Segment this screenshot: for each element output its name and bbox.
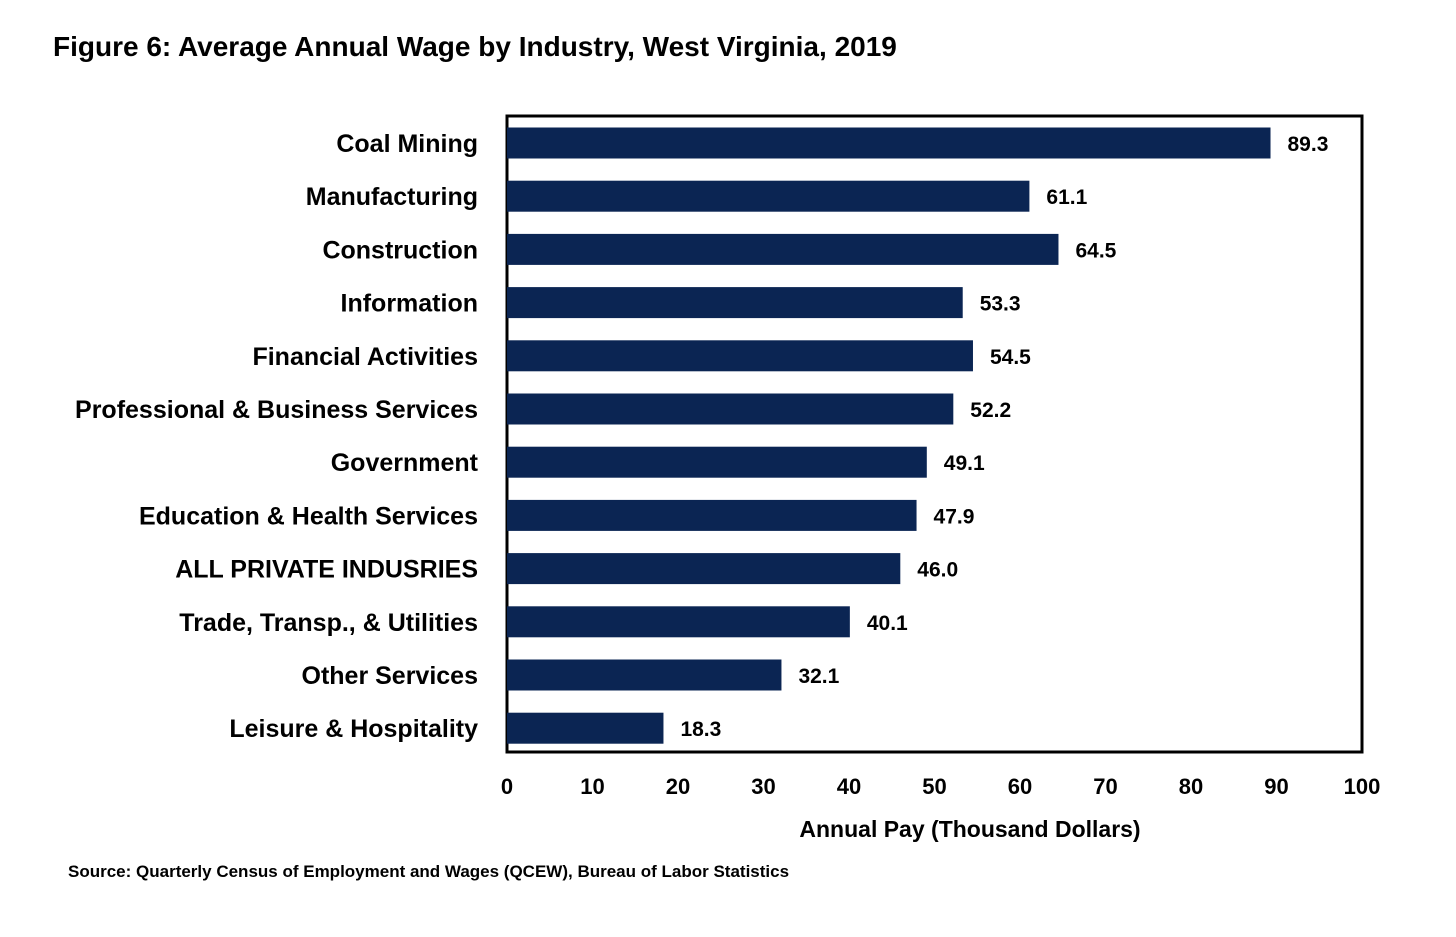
bar-7 — [507, 499, 917, 531]
data-label-1: 61.1 — [1046, 186, 1087, 209]
bar-0 — [507, 127, 1271, 159]
category-label-1: Manufacturing — [306, 183, 478, 211]
category-label-2: Construction — [322, 236, 478, 264]
category-label-0: Coal Mining — [336, 130, 478, 158]
data-label-9: 40.1 — [867, 612, 908, 635]
bar-11 — [507, 712, 664, 744]
category-label-4: Financial Activities — [252, 343, 478, 371]
bar-2 — [507, 233, 1059, 265]
category-label-5: Professional & Business Services — [75, 396, 478, 424]
x-tick-label-6: 60 — [1008, 774, 1032, 799]
data-label-4: 54.5 — [990, 346, 1031, 369]
x-tick-label-0: 0 — [501, 774, 513, 799]
x-tick-label-5: 50 — [922, 774, 946, 799]
bars-group — [507, 127, 1271, 744]
x-tick-label-7: 70 — [1093, 774, 1117, 799]
chart-title: Figure 6: Average Annual Wage by Industr… — [53, 31, 897, 62]
bar-6 — [507, 446, 927, 478]
x-axis-label: Annual Pay (Thousand Dollars) — [799, 816, 1140, 842]
data-label-5: 52.2 — [970, 399, 1011, 422]
x-tick-label-4: 40 — [837, 774, 861, 799]
data-label-11: 18.3 — [680, 718, 721, 741]
x-tick-label-3: 30 — [751, 774, 775, 799]
bar-3 — [507, 287, 963, 319]
x-tick-label-1: 10 — [580, 774, 604, 799]
data-label-8: 46.0 — [917, 559, 958, 582]
data-labels-group: 89.3 61.1 64.5 53.3 54.5 52.2 49.1 47.9 46.0 40.1… — [680, 133, 1328, 741]
category-label-3: Information — [341, 290, 479, 318]
bar-1 — [507, 180, 1030, 212]
data-label-10: 32.1 — [798, 665, 839, 688]
category-label-11: Leisure & Hospitality — [229, 715, 478, 743]
source-note: Source: Quarterly Census of Employment a… — [68, 862, 789, 881]
category-labels-group: Coal Mining Manufacturing Construction Info… — [75, 130, 479, 743]
bar-10 — [507, 659, 782, 691]
data-label-6: 49.1 — [944, 452, 985, 475]
x-tick-label-8: 80 — [1179, 774, 1203, 799]
data-label-3: 53.3 — [980, 293, 1021, 316]
x-tick-labels-group: 0 10 20 30 40 50 60 70 80 90 100 — [501, 774, 1380, 799]
bar-5 — [507, 393, 954, 425]
category-label-9: Trade, Transp., & Utilities — [179, 609, 478, 637]
data-label-2: 64.5 — [1075, 239, 1116, 262]
category-label-10: Other Services — [302, 662, 479, 690]
bar-4 — [507, 340, 973, 372]
data-label-0: 89.3 — [1288, 133, 1329, 156]
x-tick-label-10: 100 — [1344, 774, 1381, 799]
plot-area-frame — [505, 114, 1364, 754]
category-label-8: ALL PRIVATE INDUSRIES — [175, 556, 478, 584]
category-label-6: Government — [331, 449, 479, 477]
x-tick-label-9: 90 — [1264, 774, 1288, 799]
bar-9 — [507, 606, 850, 638]
category-label-7: Education & Health Services — [139, 502, 478, 530]
bar-8 — [507, 553, 901, 585]
x-tick-label-2: 20 — [666, 774, 690, 799]
data-label-7: 47.9 — [934, 505, 975, 528]
